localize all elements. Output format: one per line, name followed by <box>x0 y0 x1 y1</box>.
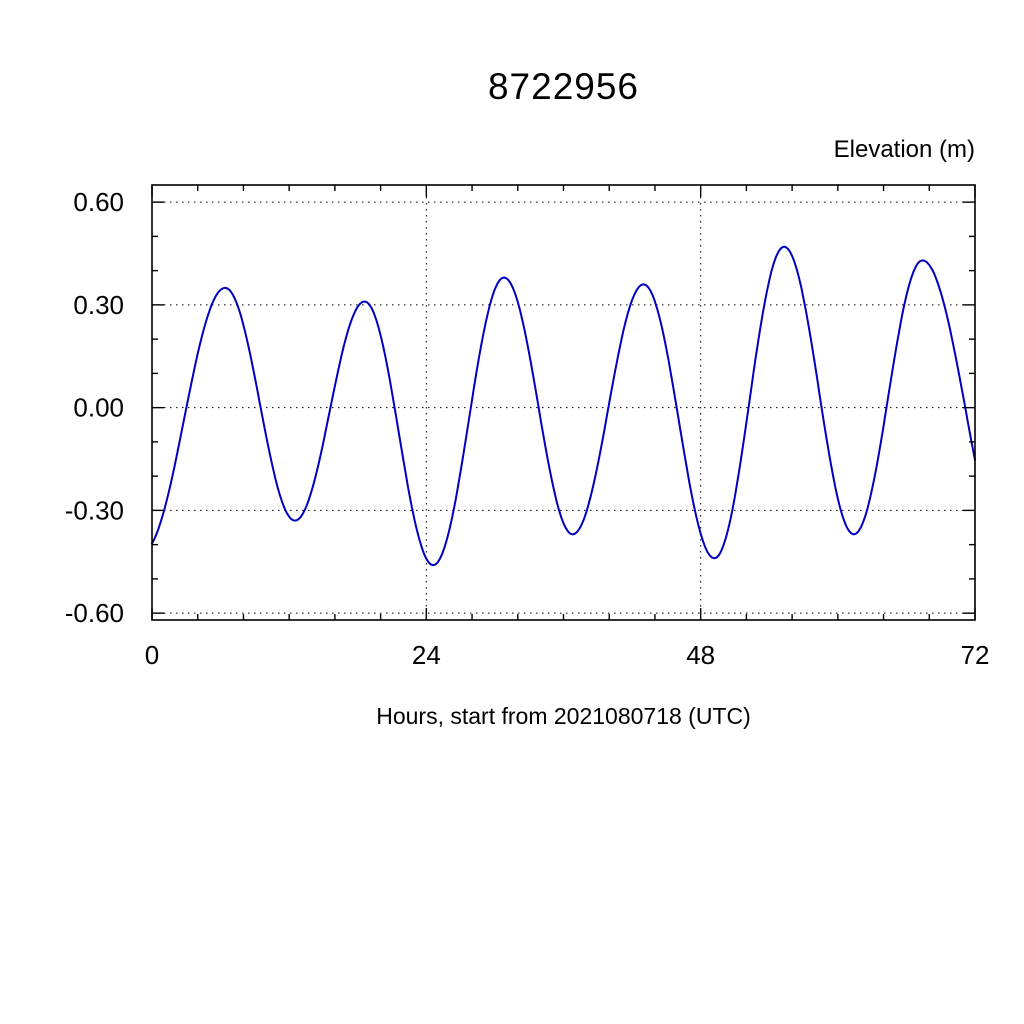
x-tick-label: 72 <box>961 640 990 670</box>
chart-title: 8722956 <box>487 66 640 107</box>
y-tick-label: -0.30 <box>65 495 124 525</box>
x-tick-label: 24 <box>412 640 441 670</box>
y-tick-label: -0.60 <box>65 598 124 628</box>
y-tick-label: 0.00 <box>73 393 124 423</box>
y-tick-label: 0.30 <box>73 290 124 320</box>
tide-curve <box>151 245 976 567</box>
x-axis-title: Hours, start from 2021080718 (UTC) <box>376 703 751 729</box>
plot-frame <box>151 184 976 621</box>
y-tick-label: 0.60 <box>73 187 124 217</box>
y-axis-title: Elevation (m) <box>833 136 975 163</box>
x-tick-label: 48 <box>686 640 715 670</box>
x-tick-label: 0 <box>145 640 159 670</box>
